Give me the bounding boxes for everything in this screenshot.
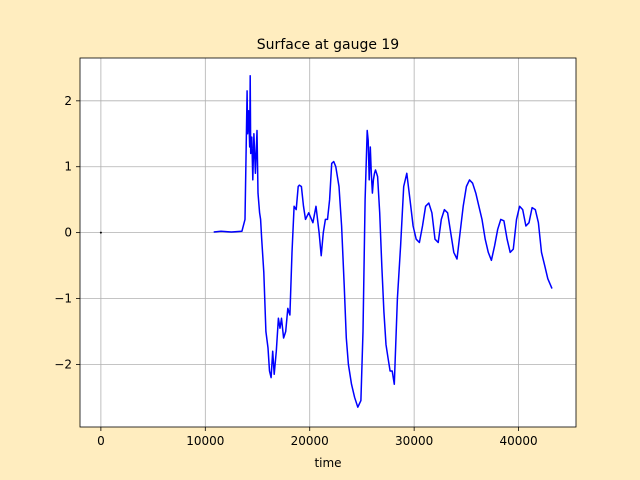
x-axis-label: time [314, 456, 341, 470]
y-tick-label: 0 [64, 226, 72, 240]
x-tick-label: 30000 [395, 434, 433, 448]
series-line [213, 75, 553, 408]
chart-title: Surface at gauge 19 [257, 37, 399, 53]
y-tick-label: 2 [64, 94, 72, 108]
y-tick-label: −2 [54, 357, 72, 371]
marker-group [99, 231, 102, 234]
x-axis-ticks: 0 10000 20000 30000 40000 [97, 427, 538, 448]
plot-frame [79, 57, 577, 428]
x-tick-label: 0 [97, 434, 105, 448]
x-tick-label: 10000 [186, 434, 224, 448]
y-tick-label: 1 [64, 160, 72, 174]
y-axis-ticks: −2 −1 0 1 2 [54, 94, 80, 371]
x-tick-label: 20000 [291, 434, 329, 448]
plot-area [80, 58, 576, 427]
series-group [213, 75, 553, 408]
x-tick-label: 40000 [499, 434, 537, 448]
grid-lines [80, 58, 576, 427]
data-point-marker [99, 231, 102, 234]
y-tick-label: −1 [54, 292, 72, 306]
